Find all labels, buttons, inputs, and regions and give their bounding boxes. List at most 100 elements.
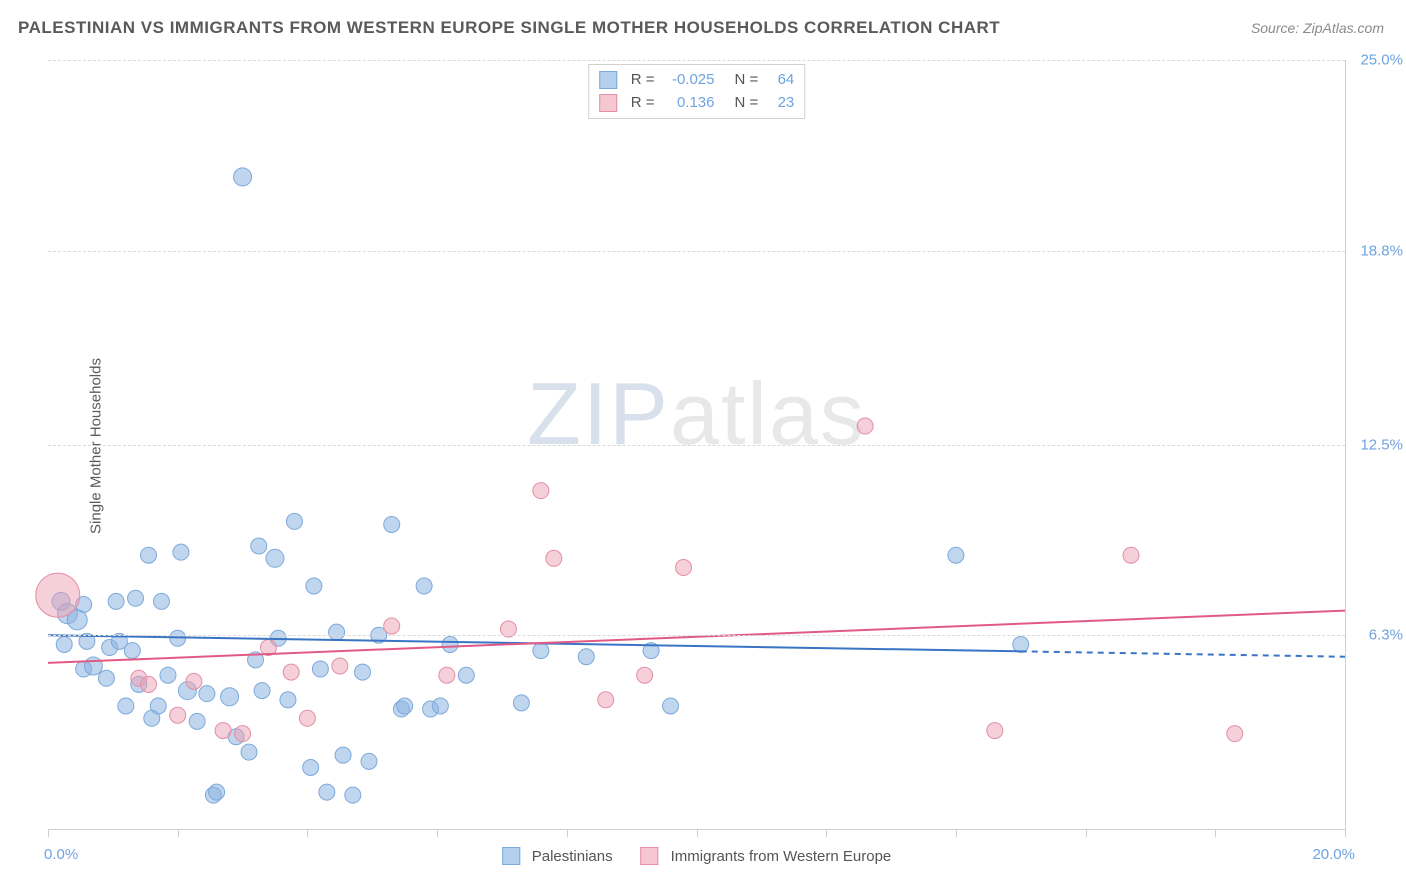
data-point — [361, 753, 377, 769]
legend-label-1: Palestinians — [532, 848, 613, 865]
data-point — [578, 649, 594, 665]
data-point — [173, 544, 189, 560]
data-point — [170, 707, 186, 723]
x-tick — [1215, 829, 1216, 837]
gridline — [48, 60, 1345, 61]
data-point — [335, 747, 351, 763]
data-point — [533, 643, 549, 659]
n-value-1: 64 — [766, 69, 794, 92]
x-tick — [48, 829, 49, 837]
r-label: R = — [631, 92, 655, 115]
swatch-series-2b — [641, 847, 659, 865]
data-point — [598, 692, 614, 708]
legend-row-series-2: R = 0.136 N = 23 — [599, 92, 795, 115]
legend-label-2: Immigrants from Western Europe — [671, 848, 892, 865]
legend-item-2: Immigrants from Western Europe — [641, 847, 892, 865]
data-point — [251, 538, 267, 554]
data-point — [546, 550, 562, 566]
data-point — [663, 698, 679, 714]
gridline — [48, 445, 1345, 446]
data-point — [84, 657, 102, 675]
data-point — [215, 723, 231, 739]
data-point — [857, 418, 873, 434]
data-point — [676, 560, 692, 576]
r-label: R = — [631, 69, 655, 92]
y-tick-label: 6.3% — [1369, 627, 1403, 644]
data-point — [948, 547, 964, 563]
data-point — [189, 713, 205, 729]
data-point — [355, 664, 371, 680]
data-point — [286, 513, 302, 529]
swatch-series-2 — [599, 94, 617, 112]
data-point — [319, 784, 335, 800]
source-attribution: Source: ZipAtlas.com — [1251, 20, 1384, 36]
data-point — [209, 784, 225, 800]
data-point — [199, 686, 215, 702]
x-tick — [697, 829, 698, 837]
gridline — [48, 251, 1345, 252]
swatch-series-1 — [599, 71, 617, 89]
y-tick-label: 12.5% — [1360, 436, 1403, 453]
data-point — [397, 698, 413, 714]
data-point — [98, 670, 114, 686]
data-point — [345, 787, 361, 803]
x-tick — [307, 829, 308, 837]
data-point — [160, 667, 176, 683]
series-legend: Palestinians Immigrants from Western Eur… — [502, 847, 892, 865]
data-point — [533, 483, 549, 499]
data-point — [144, 710, 160, 726]
x-axis-max-label: 20.0% — [1312, 846, 1355, 863]
data-point — [280, 692, 296, 708]
y-tick-label: 25.0% — [1360, 52, 1403, 69]
r-value-1: -0.025 — [663, 69, 715, 92]
legend-row-series-1: R = -0.025 N = 64 — [599, 69, 795, 92]
n-label: N = — [735, 69, 759, 92]
y-tick-label: 18.8% — [1360, 242, 1403, 259]
data-point — [306, 578, 322, 594]
r-value-2: 0.136 — [663, 92, 715, 115]
data-point — [153, 593, 169, 609]
x-tick — [437, 829, 438, 837]
data-point — [1013, 636, 1029, 652]
plot-area: ZIPatlas R = -0.025 N = 64 R = 0.136 N =… — [48, 60, 1346, 830]
data-point — [254, 683, 270, 699]
data-point — [458, 667, 474, 683]
data-point — [108, 593, 124, 609]
data-point — [384, 618, 400, 634]
data-point — [439, 667, 455, 683]
trend-line-extrapolated — [1021, 651, 1345, 656]
data-point — [36, 573, 80, 617]
correlation-legend: R = -0.025 N = 64 R = 0.136 N = 23 — [588, 64, 806, 119]
data-point — [1227, 726, 1243, 742]
data-point — [432, 698, 448, 714]
data-point — [987, 723, 1003, 739]
x-tick — [178, 829, 179, 837]
data-point — [416, 578, 432, 594]
data-point — [303, 759, 319, 775]
data-point — [128, 590, 144, 606]
gridline — [48, 635, 1345, 636]
n-label: N = — [735, 92, 759, 115]
data-point — [141, 676, 157, 692]
data-point — [513, 695, 529, 711]
data-point — [241, 744, 257, 760]
data-point — [299, 710, 315, 726]
n-value-2: 23 — [766, 92, 794, 115]
x-tick — [1086, 829, 1087, 837]
data-point — [637, 667, 653, 683]
x-axis-min-label: 0.0% — [44, 846, 78, 863]
data-point — [283, 664, 299, 680]
data-point — [141, 547, 157, 563]
data-point — [235, 726, 251, 742]
data-point — [332, 658, 348, 674]
x-tick — [1345, 829, 1346, 837]
data-point — [186, 673, 202, 689]
data-point — [1123, 547, 1139, 563]
data-point — [384, 516, 400, 532]
x-tick — [956, 829, 957, 837]
data-point — [442, 636, 458, 652]
data-point — [56, 636, 72, 652]
data-point — [266, 549, 284, 567]
x-tick — [567, 829, 568, 837]
chart-title: PALESTINIAN VS IMMIGRANTS FROM WESTERN E… — [18, 18, 1000, 38]
